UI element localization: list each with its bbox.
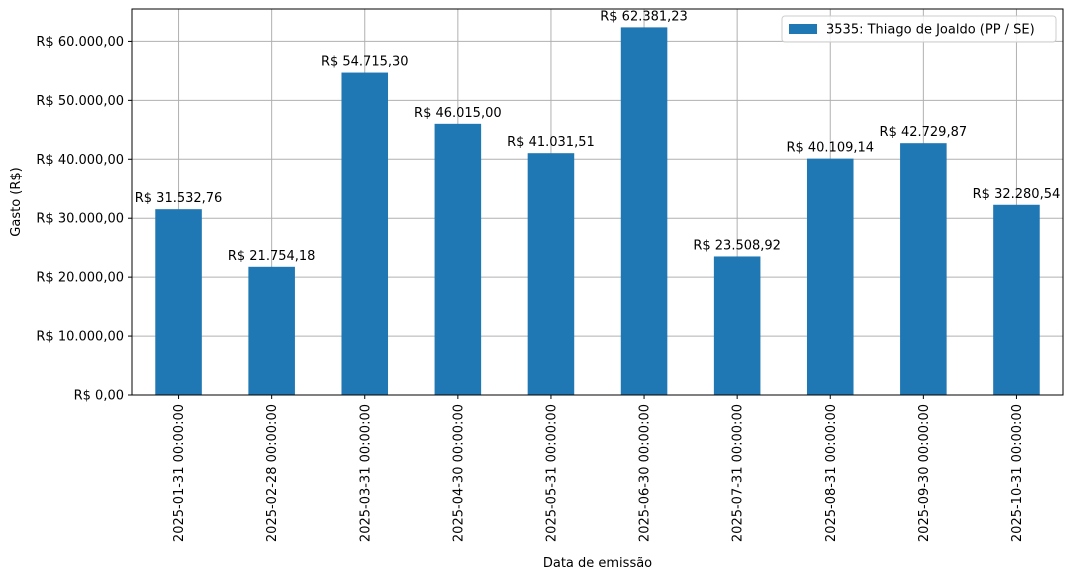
bar (806, 158, 854, 395)
bar-value-label: R$ 42.729,87 (880, 125, 968, 140)
bar-value-label: R$ 32.280,54 (973, 187, 1061, 202)
x-tick-label: 2025-03-31 00:00:00 (358, 404, 373, 542)
y-tick-label: R$ 20.000,00 (36, 271, 124, 286)
bar (527, 153, 575, 395)
bar (900, 143, 947, 395)
x-tick-label: 2025-04-30 00:00:00 (451, 404, 466, 542)
x-tick-label: 2025-07-31 00:00:00 (731, 404, 746, 542)
bar-labels: R$ 31.532,76 R$ 21.754,18 R$ 54.715,30 R$ 4… (135, 9, 1061, 263)
axis-ticks: R$ 0,00 R$ 10.000,00 R$ 20.000,00 R$ 30.000… (36, 35, 1025, 542)
bar (434, 123, 482, 395)
y-tick-label: R$ 40.000,00 (36, 153, 124, 168)
legend-swatch (789, 24, 817, 34)
bars (155, 27, 1040, 396)
x-tick-label: 2025-10-31 00:00:00 (1010, 404, 1025, 542)
bar (341, 72, 389, 395)
bar-value-label: R$ 40.109,14 (786, 141, 874, 156)
x-tick-label: 2025-09-30 00:00:00 (917, 404, 932, 542)
bar-value-label: R$ 62.381,23 (600, 9, 688, 24)
bar (713, 256, 761, 395)
bar-value-label: R$ 31.532,76 (135, 191, 223, 206)
bar-value-label: R$ 54.715,30 (321, 55, 409, 70)
y-tick-label: R$ 50.000,00 (36, 94, 124, 109)
bar (155, 209, 202, 395)
x-tick-label: 2025-02-28 00:00:00 (265, 404, 280, 542)
x-tick-label: 2025-05-31 00:00:00 (544, 404, 559, 542)
bar-value-label: R$ 23.508,92 (693, 238, 781, 253)
bar (248, 266, 295, 395)
x-tick-label: 2025-01-31 00:00:00 (172, 404, 187, 542)
legend-box (781, 15, 1057, 43)
bar (993, 204, 1040, 395)
legend: 3535: Thiago de Joaldo (PP / SE) (781, 15, 1057, 43)
legend-label: 3535: Thiago de Joaldo (PP / SE) (826, 23, 1035, 38)
plot-frame (131, 8, 1064, 396)
bar (620, 27, 668, 396)
y-tick-label: R$ 30.000,00 (36, 212, 124, 227)
x-tick-label: 2025-06-30 00:00:00 (638, 404, 653, 542)
y-tick-label: R$ 0,00 (74, 389, 124, 404)
bar-value-label: R$ 21.754,18 (228, 249, 316, 264)
x-axis-label: Data de emissão (543, 556, 652, 571)
y-axis-label: Gasto (R$) (9, 167, 24, 236)
y-tick-label: R$ 60.000,00 (36, 35, 124, 50)
x-tick-label: 2025-08-31 00:00:00 (824, 404, 839, 542)
y-tick-label: R$ 10.000,00 (36, 330, 124, 345)
bar-value-label: R$ 46.015,00 (414, 106, 502, 121)
bar-value-label: R$ 41.031,51 (507, 135, 595, 150)
